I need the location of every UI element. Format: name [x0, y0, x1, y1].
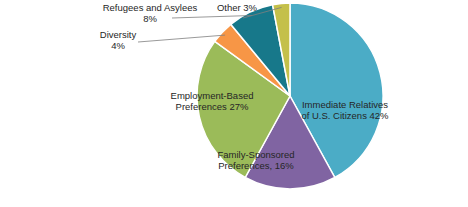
data-label: Employment-Based: [171, 90, 254, 101]
data-label: Diversity: [100, 29, 137, 40]
leader-line: [138, 35, 225, 42]
category-label: Preferences,: [218, 160, 272, 171]
category-label: Refugees and Asylees: [103, 2, 198, 13]
category-label: Employment-Based: [171, 90, 254, 101]
data-label: Other 3%: [217, 2, 258, 13]
value-label: 4%: [111, 40, 125, 51]
data-label: 4%: [111, 40, 125, 51]
value-label: 3%: [241, 2, 258, 13]
value-label: 27%: [227, 101, 249, 112]
value-label: 42%: [367, 110, 389, 121]
leader-line: [172, 15, 252, 18]
category-label: Immediate Relatives: [302, 99, 388, 110]
labels: Immediate Relativesof U.S. Citizens 42% F…: [100, 2, 389, 171]
data-label: 8%: [143, 13, 157, 24]
value-label: 16%: [272, 160, 294, 171]
data-label: of U.S. Citizens 42%: [301, 110, 389, 121]
category-label: Preferences: [176, 101, 227, 112]
data-label: Family-Sponsored: [217, 149, 294, 160]
data-label: Refugees and Asylees: [103, 2, 198, 13]
category-label: of U.S. Citizens: [301, 110, 367, 121]
data-label: Preferences, 16%: [218, 160, 294, 171]
category-label: Other: [217, 2, 241, 13]
data-label: Immediate Relatives: [302, 99, 388, 110]
value-label: 8%: [143, 13, 157, 24]
category-label: Diversity: [100, 29, 137, 40]
chart: Immediate Relativesof U.S. Citizens 42% F…: [0, 0, 468, 207]
category-label: Family-Sponsored: [217, 149, 294, 160]
pie-slice: [273, 3, 290, 96]
data-label: Preferences 27%: [176, 101, 249, 112]
